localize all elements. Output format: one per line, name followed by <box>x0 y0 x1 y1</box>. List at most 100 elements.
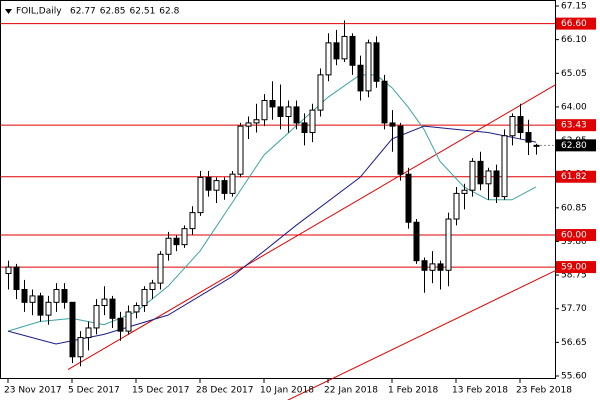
candle <box>149 279 156 300</box>
candle <box>349 33 356 75</box>
candle <box>469 158 476 197</box>
candle <box>261 94 268 127</box>
x-tick-label: 23 Feb 2018 <box>516 386 572 396</box>
x-tick-label: 5 Dec 2017 <box>68 386 120 396</box>
candle <box>437 260 444 290</box>
level-label-box <box>556 119 596 132</box>
candle <box>525 119 532 155</box>
candle <box>61 283 68 309</box>
candle-body <box>53 289 60 303</box>
level-label-box <box>556 229 596 242</box>
candle-body <box>301 122 308 134</box>
candle <box>165 231 172 261</box>
candle-body <box>373 42 380 82</box>
candle <box>357 55 364 101</box>
level-label: 59.00 <box>561 263 587 273</box>
candle-body <box>453 192 460 220</box>
candle <box>125 305 132 335</box>
candle-body <box>445 218 452 271</box>
x-tick-label: 22 Jan 2018 <box>324 386 378 396</box>
candle <box>37 292 44 322</box>
candle <box>237 122 244 178</box>
candle <box>445 212 452 287</box>
candle <box>285 100 292 133</box>
candle-body <box>333 42 340 60</box>
candle <box>221 177 228 200</box>
level-label: 66.60 <box>561 19 587 29</box>
x-tick-label: 28 Dec 2017 <box>196 386 254 396</box>
candle-body <box>437 263 444 271</box>
trend-line <box>287 269 557 400</box>
candle <box>333 30 340 66</box>
candle <box>101 286 108 316</box>
candle-body <box>141 289 148 307</box>
candle-body <box>173 237 180 246</box>
y-tick-label: 59.80 <box>561 237 587 247</box>
candle <box>509 113 516 146</box>
candle <box>21 279 28 312</box>
x-tick-label: 13 Feb 2018 <box>452 386 508 396</box>
candle <box>205 170 212 197</box>
candle-body <box>285 106 292 118</box>
candle <box>5 260 12 290</box>
candle <box>117 311 124 341</box>
candle-body <box>365 42 372 92</box>
y-tick-label: 66.10 <box>561 35 587 45</box>
candle <box>189 206 196 236</box>
candle-body <box>29 295 36 303</box>
candle-body <box>349 35 356 66</box>
moving-average <box>7 74 537 332</box>
candle <box>493 164 500 204</box>
candle-body <box>517 116 524 134</box>
y-tick-label: 60.85 <box>561 203 587 213</box>
candle-body <box>109 298 116 319</box>
y-tick-label: 58.75 <box>561 271 587 281</box>
candle-body <box>101 298 108 307</box>
candle-body <box>469 160 476 191</box>
candle-body <box>493 170 500 198</box>
current-price-label: 62.80 <box>561 141 587 151</box>
y-tick-label: 57.70 <box>561 304 587 314</box>
candle-body <box>421 260 428 271</box>
candle <box>381 74 388 130</box>
x-tick-label: 23 Nov 2017 <box>4 386 62 396</box>
candle-body <box>133 305 140 313</box>
candle-body <box>405 173 412 223</box>
candle <box>77 331 84 367</box>
level-label-box <box>556 17 596 30</box>
candle-body <box>509 116 516 137</box>
ohlc-value: 62.85 <box>100 7 126 17</box>
x-tick-label: 15 Dec 2017 <box>132 386 190 396</box>
candle <box>277 84 284 130</box>
candle-body <box>205 176 212 191</box>
candle-body <box>429 263 436 271</box>
candle <box>301 113 308 146</box>
plot <box>1 20 557 400</box>
candle-body <box>189 212 196 230</box>
candle <box>453 186 460 226</box>
candle <box>133 302 140 319</box>
level-label: 63.43 <box>561 121 587 131</box>
chart-title: FOIL,Daily <box>16 7 62 17</box>
menu-arrow <box>5 9 12 14</box>
candle-body <box>325 42 332 76</box>
candle-body <box>477 160 484 185</box>
candle <box>421 257 428 293</box>
candle <box>173 235 180 252</box>
candle-body <box>93 305 100 329</box>
candle <box>53 283 60 312</box>
candle <box>141 286 148 312</box>
current-price-box <box>556 139 596 152</box>
candle-body <box>181 228 188 246</box>
candle <box>269 81 276 120</box>
candle-body <box>77 337 84 358</box>
candle <box>253 103 260 133</box>
y-tick-label: 56.65 <box>561 338 587 348</box>
candle-body <box>341 35 348 60</box>
ohlc-value: 62.8 <box>159 7 179 17</box>
candle <box>461 183 468 210</box>
candle <box>245 116 252 139</box>
candle-body <box>485 170 492 185</box>
candle-body <box>397 125 404 175</box>
candle-body <box>37 295 44 316</box>
